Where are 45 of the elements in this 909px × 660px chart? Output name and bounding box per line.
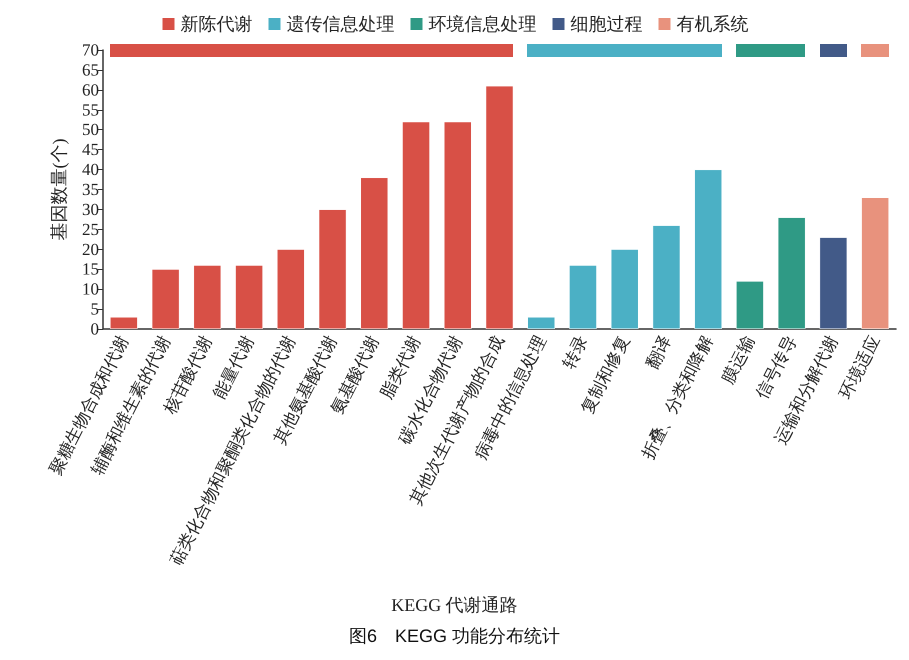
y-tick-label: 0 <box>90 320 99 338</box>
y-tick-label: 65 <box>82 60 99 80</box>
bar <box>402 122 430 329</box>
y-tick-label: 15 <box>82 260 99 279</box>
bar <box>820 237 848 329</box>
bar <box>360 178 388 329</box>
legend-label: 细胞过程 <box>570 14 642 34</box>
legend-label: 环境信息处理 <box>428 14 536 34</box>
bar <box>318 209 346 329</box>
bar <box>569 265 597 329</box>
x-tick-label: 翻译 <box>642 332 675 372</box>
bar <box>277 249 305 329</box>
bar <box>736 281 764 329</box>
y-tick-label: 35 <box>82 180 99 199</box>
bar <box>778 217 806 329</box>
y-tick-label: 45 <box>82 140 99 160</box>
bar <box>694 170 722 329</box>
x-tick-label: 转录 <box>559 332 592 372</box>
bar <box>527 317 556 329</box>
y-tick-label: 20 <box>82 240 99 259</box>
y-tick-label: 70 <box>82 40 99 60</box>
x-axis-title: KEGG 代谢通路 <box>391 595 518 615</box>
bar <box>444 122 472 329</box>
bar <box>152 269 180 329</box>
bar <box>652 225 680 329</box>
y-tick-label: 25 <box>82 220 99 239</box>
y-tick-label: 30 <box>82 200 99 219</box>
x-tick-label: 膜运输 <box>718 332 758 387</box>
bar <box>610 249 638 329</box>
y-tick-label: 40 <box>82 160 99 180</box>
legend-label: 遗传信息处理 <box>286 14 394 34</box>
y-tick-label: 60 <box>82 80 99 100</box>
bar <box>486 86 514 329</box>
bar <box>194 265 222 329</box>
bar <box>110 317 138 329</box>
legend-label: 有机系统 <box>676 14 748 34</box>
y-tick-label: 55 <box>82 100 99 120</box>
y-tick-label: 50 <box>82 120 99 140</box>
bar <box>235 265 263 329</box>
y-tick-label: 10 <box>82 280 99 299</box>
y-axis-title: 基因数量(个) <box>49 138 69 240</box>
legend-label: 新陈代谢 <box>180 14 252 34</box>
text: 图6 KEGG 功能分布统计 <box>348 626 560 646</box>
y-tick-label: 5 <box>90 300 99 319</box>
bar <box>861 197 889 329</box>
